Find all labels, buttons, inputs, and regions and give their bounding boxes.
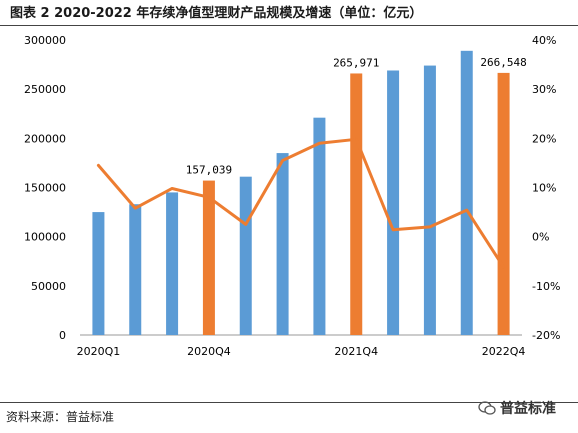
bar-data-label: 157,039 — [186, 164, 232, 177]
y-right-tick-label: 20% — [532, 132, 556, 145]
y-left-tick-label: 150000 — [24, 182, 66, 195]
growth-point — [134, 206, 137, 210]
y-right-tick-label: 0% — [532, 231, 549, 244]
y-left-tick-label: 300000 — [24, 34, 66, 47]
x-tick-label: 2020Q4 — [187, 345, 231, 358]
title-divider — [0, 25, 578, 26]
growth-point — [465, 208, 468, 212]
growth-point — [207, 196, 211, 199]
bar — [166, 192, 179, 335]
bar — [497, 72, 510, 335]
footer-divider — [0, 402, 578, 403]
y-right-tick-label: 10% — [532, 182, 556, 195]
y-left-tick-label: 50000 — [31, 280, 66, 293]
source-note: 资料来源：普益标准 — [6, 410, 115, 424]
growth-point — [502, 265, 505, 269]
bar — [92, 212, 105, 335]
wechat-icon — [478, 401, 496, 415]
y-right-tick-label: -20% — [532, 329, 560, 342]
y-right-tick-label: 40% — [532, 34, 556, 47]
growth-point — [244, 223, 247, 226]
growth-point — [355, 138, 358, 141]
chart-area: 0 50000 100000 150000 200000 250000 300000 -20%… — [24, 34, 560, 358]
x-tick-label: 2021Q4 — [334, 345, 378, 358]
bar-data-label: 266,548 — [480, 56, 526, 69]
bar — [313, 117, 326, 335]
y-left-tick-label: 200000 — [24, 132, 66, 145]
y-right-tick-label: -10% — [532, 280, 560, 293]
bar — [350, 73, 363, 335]
bar — [202, 180, 215, 335]
y-left-tick-label: 100000 — [24, 231, 66, 244]
chart-title: 图表 2 2020-2022 年存续净值型理财产品规模及增速（单位：亿元） — [10, 6, 423, 21]
y-right-tick-label: 30% — [532, 83, 556, 96]
y-left-tick-label: 0 — [59, 329, 66, 342]
bar-data-label: 265,971 — [333, 56, 379, 69]
watermark-label: 普益标准 — [500, 401, 556, 417]
growth-point — [318, 142, 321, 145]
growth-line — [96, 137, 506, 269]
bar — [239, 176, 252, 335]
bar — [460, 50, 473, 336]
growth-point — [428, 225, 432, 229]
bar — [276, 153, 289, 335]
watermark: 普益标准 — [478, 398, 556, 418]
growth-point — [170, 187, 174, 190]
bar — [129, 204, 142, 335]
growth-point — [97, 164, 100, 167]
bar — [387, 70, 400, 335]
growth-point — [391, 228, 395, 231]
x-tick-label: 2020Q1 — [77, 345, 121, 358]
growth-point — [281, 159, 284, 162]
bar — [423, 65, 436, 336]
y-left-tick-label: 250000 — [24, 83, 66, 96]
x-tick-label: 2022Q4 — [482, 345, 526, 358]
